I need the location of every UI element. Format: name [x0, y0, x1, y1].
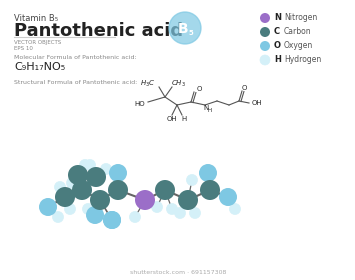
Circle shape: [219, 188, 237, 206]
Circle shape: [130, 211, 141, 223]
Text: O: O: [196, 86, 202, 92]
Circle shape: [100, 164, 111, 174]
Circle shape: [166, 204, 178, 214]
Text: H: H: [181, 116, 187, 122]
Text: N: N: [203, 105, 209, 111]
Circle shape: [82, 204, 93, 214]
Circle shape: [178, 190, 198, 210]
Text: C₉H₁₇NO₅: C₉H₁₇NO₅: [14, 62, 65, 72]
Text: HO: HO: [135, 101, 145, 107]
Circle shape: [152, 202, 163, 213]
Text: Oxygen: Oxygen: [284, 41, 313, 50]
Circle shape: [169, 12, 201, 44]
Text: Nitrogen: Nitrogen: [284, 13, 317, 22]
Circle shape: [55, 181, 66, 193]
Text: B: B: [178, 22, 188, 36]
Circle shape: [190, 207, 201, 218]
Circle shape: [53, 211, 64, 223]
Circle shape: [229, 204, 240, 214]
Circle shape: [200, 180, 220, 200]
Circle shape: [86, 167, 106, 187]
Text: Hydrogen: Hydrogen: [284, 55, 321, 64]
Text: OH: OH: [252, 100, 262, 106]
Text: C: C: [274, 27, 280, 36]
Circle shape: [68, 165, 88, 185]
Text: VECTOR OBJECTS
EPS 10: VECTOR OBJECTS EPS 10: [14, 40, 61, 51]
Text: Structural Formula of Pantothenic acid:: Structural Formula of Pantothenic acid:: [14, 80, 137, 85]
Text: $CH_3$: $CH_3$: [170, 79, 185, 89]
Circle shape: [108, 180, 128, 200]
Text: O: O: [241, 85, 247, 91]
Circle shape: [84, 160, 95, 171]
Text: Molecular Formula of Pantothenic acid:: Molecular Formula of Pantothenic acid:: [14, 55, 137, 60]
Circle shape: [65, 204, 76, 214]
Circle shape: [175, 207, 186, 218]
Text: N: N: [274, 13, 281, 22]
Text: Vitamin B₅: Vitamin B₅: [14, 14, 58, 23]
Circle shape: [155, 180, 175, 200]
Circle shape: [135, 190, 155, 210]
Circle shape: [55, 187, 75, 207]
Text: $H_3C$: $H_3C$: [140, 79, 155, 89]
Circle shape: [260, 55, 270, 65]
Circle shape: [260, 41, 270, 51]
Text: H: H: [208, 108, 212, 113]
Text: 5: 5: [189, 30, 193, 36]
Text: Carbon: Carbon: [284, 27, 312, 36]
Circle shape: [109, 164, 127, 182]
Circle shape: [260, 27, 270, 37]
Circle shape: [66, 178, 77, 188]
Text: OH: OH: [167, 116, 177, 122]
Circle shape: [39, 198, 57, 216]
Circle shape: [86, 206, 104, 224]
Circle shape: [103, 211, 121, 229]
Text: Pantothenic acid: Pantothenic acid: [14, 22, 183, 40]
Circle shape: [72, 180, 92, 200]
Circle shape: [103, 211, 121, 229]
Circle shape: [80, 160, 91, 171]
Circle shape: [90, 190, 110, 210]
Text: shutterstock.com · 691157308: shutterstock.com · 691157308: [130, 270, 226, 276]
Text: O: O: [274, 41, 281, 50]
Circle shape: [186, 174, 197, 186]
Circle shape: [199, 164, 217, 182]
Circle shape: [260, 13, 270, 23]
Text: H: H: [274, 55, 281, 64]
